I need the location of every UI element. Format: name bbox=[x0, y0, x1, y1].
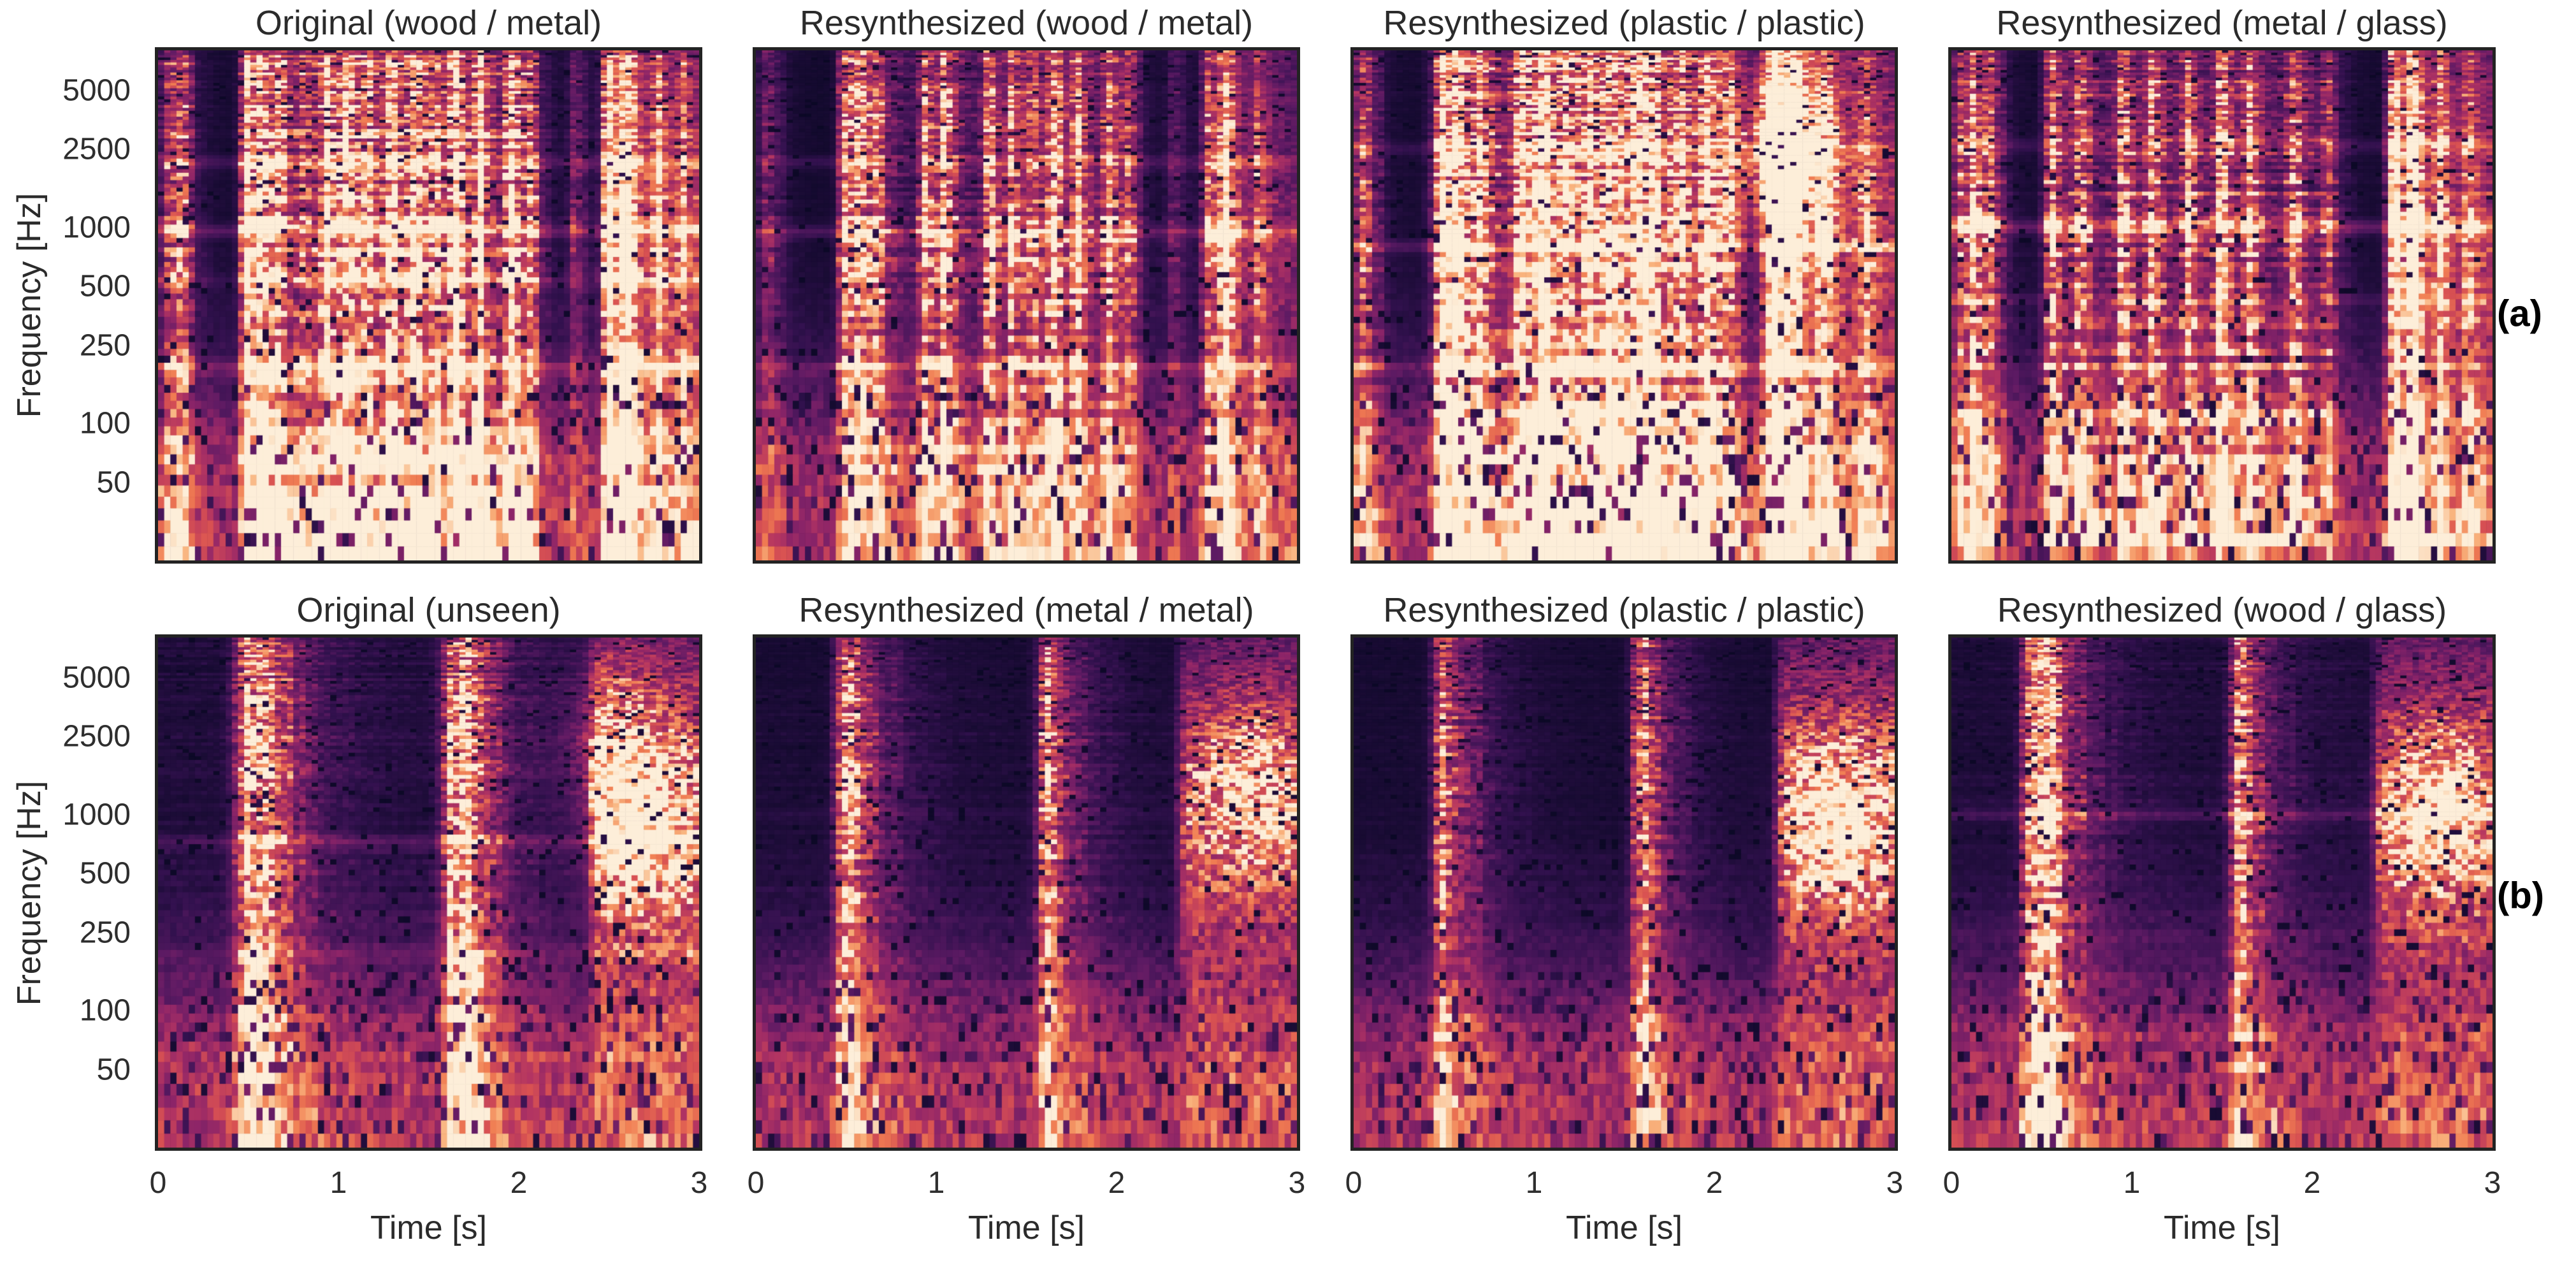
y-tick-label: 2500 bbox=[62, 719, 131, 754]
y-tick-label: 5000 bbox=[62, 661, 131, 695]
y-tick-label: 1000 bbox=[62, 210, 131, 245]
spectrogram-canvas bbox=[158, 50, 699, 560]
x-tick-label: 0 bbox=[1345, 1166, 1363, 1200]
spectrogram-canvas bbox=[1951, 638, 2493, 1148]
y-tick-label: 250 bbox=[79, 328, 131, 363]
x-tick-label: 1 bbox=[329, 1166, 347, 1200]
plot-frame bbox=[155, 47, 702, 564]
y-tick-label: 250 bbox=[79, 916, 131, 950]
panel-a3: Resynthesized (plastic / plastic) bbox=[1350, 3, 1898, 564]
y-tick-label: 50 bbox=[96, 1053, 131, 1087]
panel-b4: Resynthesized (wood / glass) bbox=[1948, 590, 2496, 1151]
x-tick-label: 3 bbox=[690, 1166, 708, 1200]
x-axis-label: Time [s] bbox=[1566, 1209, 1682, 1246]
panel-title: Resynthesized (wood / metal) bbox=[799, 4, 1254, 42]
y-tick-label: 2500 bbox=[62, 132, 131, 166]
panel-a2: Resynthesized (wood / metal) bbox=[753, 3, 1300, 564]
panel-title: Original (unseen) bbox=[296, 591, 561, 629]
plot-frame bbox=[753, 47, 1300, 564]
x-tick-label: 2 bbox=[1705, 1166, 1723, 1200]
x-axis-label: Time [s] bbox=[2164, 1209, 2280, 1246]
panel-a4: Resynthesized (metal / glass) bbox=[1948, 3, 2496, 564]
x-axis-label: Time [s] bbox=[370, 1209, 487, 1246]
spectrogram-canvas bbox=[158, 638, 699, 1148]
y-tick-label: 500 bbox=[79, 269, 131, 303]
spectrogram-canvas bbox=[756, 638, 1297, 1148]
plot-frame bbox=[1948, 47, 2496, 564]
panel-title: Original (wood / metal) bbox=[255, 4, 602, 42]
x-axis-ticks: 0 1 2 3 bbox=[1345, 1165, 1904, 1204]
y-tick-label: 5000 bbox=[62, 73, 131, 108]
panel-title: Resynthesized (metal / metal) bbox=[799, 591, 1254, 629]
x-tick-label: 3 bbox=[1886, 1166, 1904, 1200]
y-tick-label: 50 bbox=[96, 465, 131, 500]
x-tick-label: 0 bbox=[149, 1166, 167, 1200]
y-tick-label: 100 bbox=[79, 406, 131, 441]
y-tick-label: 100 bbox=[79, 993, 131, 1028]
x-axis-label: Time [s] bbox=[968, 1209, 1085, 1246]
x-tick-label: 3 bbox=[2484, 1166, 2501, 1200]
x-tick-label: 2 bbox=[1108, 1166, 1125, 1200]
panel-title: Resynthesized (plastic / plastic) bbox=[1383, 4, 1865, 42]
x-tick-label: 1 bbox=[1525, 1166, 1543, 1200]
x-tick-label: 0 bbox=[1943, 1166, 1960, 1200]
x-tick-label: 1 bbox=[2123, 1166, 2141, 1200]
y-tick-label: 1000 bbox=[62, 798, 131, 832]
x-axis-ticks: 0 1 2 3 bbox=[748, 1165, 1306, 1204]
y-axis-ticks: 5000 2500 1000 500 250 100 50 bbox=[0, 638, 131, 1148]
panel-b3: Resynthesized (plastic / plastic) bbox=[1350, 590, 1898, 1151]
panel-title: Resynthesized (wood / glass) bbox=[1997, 591, 2447, 629]
x-tick-label: 1 bbox=[927, 1166, 945, 1200]
y-axis-ticks: 5000 2500 1000 500 250 100 50 bbox=[0, 50, 131, 560]
plot-frame bbox=[1350, 47, 1898, 564]
plot-frame bbox=[1350, 634, 1898, 1151]
y-tick-label: 500 bbox=[79, 856, 131, 891]
plot-frame bbox=[155, 634, 702, 1151]
x-tick-label: 0 bbox=[747, 1166, 765, 1200]
x-tick-label: 3 bbox=[1288, 1166, 1306, 1200]
spectrogram-canvas bbox=[756, 50, 1297, 560]
panel-b1: Original (unseen) bbox=[155, 590, 702, 1151]
x-axis-ticks: 0 1 2 3 bbox=[150, 1165, 708, 1204]
spectrogram-canvas bbox=[1354, 638, 1895, 1148]
panel-title: Resynthesized (plastic / plastic) bbox=[1383, 591, 1865, 629]
panel-title: Resynthesized (metal / glass) bbox=[1996, 4, 2448, 42]
spectrogram-canvas bbox=[1354, 50, 1895, 560]
x-axis-ticks: 0 1 2 3 bbox=[1943, 1165, 2501, 1204]
x-tick-label: 2 bbox=[510, 1166, 528, 1200]
panel-b2: Resynthesized (metal / metal) bbox=[753, 590, 1300, 1151]
row-label-b: (b) bbox=[2497, 875, 2545, 917]
plot-frame bbox=[753, 634, 1300, 1151]
row-label-a: (a) bbox=[2497, 293, 2542, 335]
plot-frame bbox=[1948, 634, 2496, 1151]
spectrogram-canvas bbox=[1951, 50, 2493, 560]
panel-a1: Original (wood / metal) bbox=[155, 3, 702, 564]
x-tick-label: 2 bbox=[2303, 1166, 2321, 1200]
